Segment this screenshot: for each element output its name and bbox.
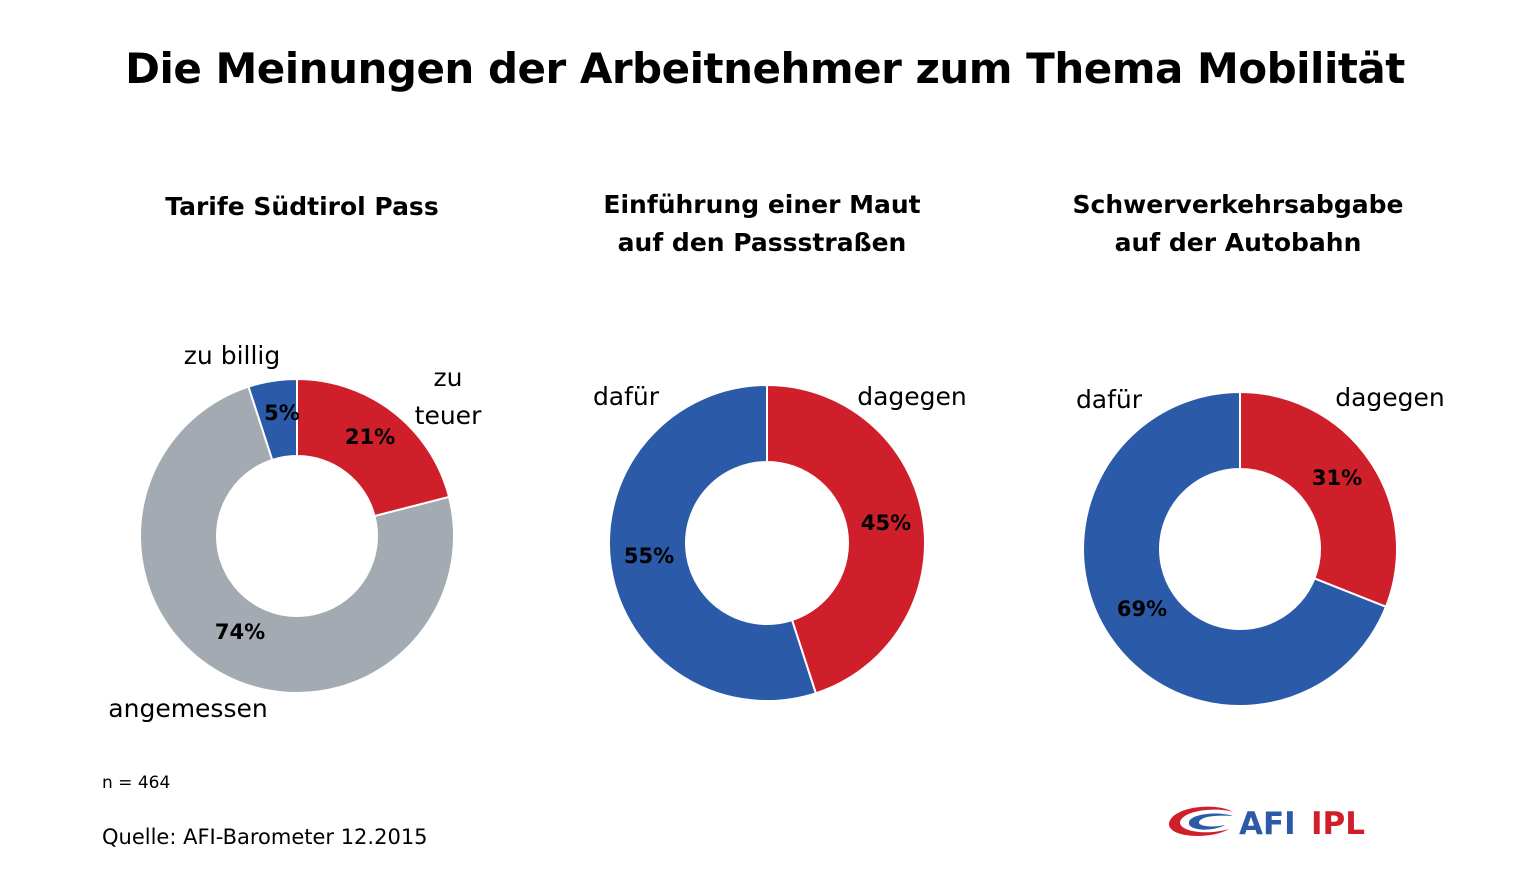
slice-value-label: 55% — [624, 544, 674, 568]
donut-slice — [608, 383, 818, 702]
chart-title-2-line-2: auf den Passstraßen — [617, 228, 907, 257]
slice-category-label: dagegen — [857, 382, 967, 411]
chart-title-3-line-2: auf der Autobahn — [1114, 228, 1362, 257]
chart-title-2: Einführung einer Maut auf den Passstraße… — [552, 186, 972, 262]
donut-slice — [766, 383, 926, 695]
slice-value-label: 5% — [264, 401, 300, 425]
chart-title-3: Schwerverkehrsabgabe auf der Autobahn — [1028, 186, 1448, 262]
donut-slice — [139, 385, 455, 694]
afi-ipl-swoosh-icon — [1168, 806, 1233, 836]
donut-slice — [247, 377, 298, 462]
chart-title-1: Tarife Südtirol Pass — [92, 188, 512, 226]
donut-slice — [296, 377, 451, 518]
page-title: Die Meinungen der Arbeitnehmer zum Thema… — [125, 44, 1405, 93]
chart-title-3-line-1: Schwerverkehrsabgabe — [1072, 190, 1404, 219]
donut-chart-3: 31% 69% dagegen dafür — [1076, 383, 1445, 707]
afi-ipl-logo: AFI IPL — [1168, 806, 1365, 842]
chart-title-2-line-1: Einführung einer Maut — [603, 190, 921, 219]
logo-text-ipl: IPL — [1311, 806, 1365, 842]
slice-value-label: 74% — [215, 620, 265, 644]
slice-category-label: zu teuer — [415, 363, 482, 430]
slice-category-label: dafür — [593, 382, 660, 411]
donut-chart-2: 45% 55% dagegen dafür — [593, 382, 967, 702]
slice-category-label: dafür — [1076, 385, 1143, 414]
slice-value-label: 69% — [1117, 597, 1167, 621]
chart-title-1-line-1: Tarife Südtirol Pass — [165, 192, 439, 221]
slice-value-label: 31% — [1312, 466, 1362, 490]
donut-slice — [1239, 390, 1398, 609]
donut-chart-1: 21% 74% 5% zu teuer angemessen zu billig — [108, 341, 482, 723]
slice-category-label: zu billig — [184, 341, 280, 370]
logo-text-afi: AFI — [1239, 806, 1296, 842]
slice-value-label: 45% — [861, 511, 911, 535]
slice-category-label: dagegen — [1335, 383, 1445, 412]
source-note: Quelle: AFI-Barometer 12.2015 — [102, 825, 428, 849]
sample-size-note: n = 464 — [102, 773, 171, 793]
slice-value-label: 21% — [345, 425, 395, 449]
slice-category-label: angemessen — [108, 694, 267, 723]
donut-slice — [1081, 390, 1388, 707]
